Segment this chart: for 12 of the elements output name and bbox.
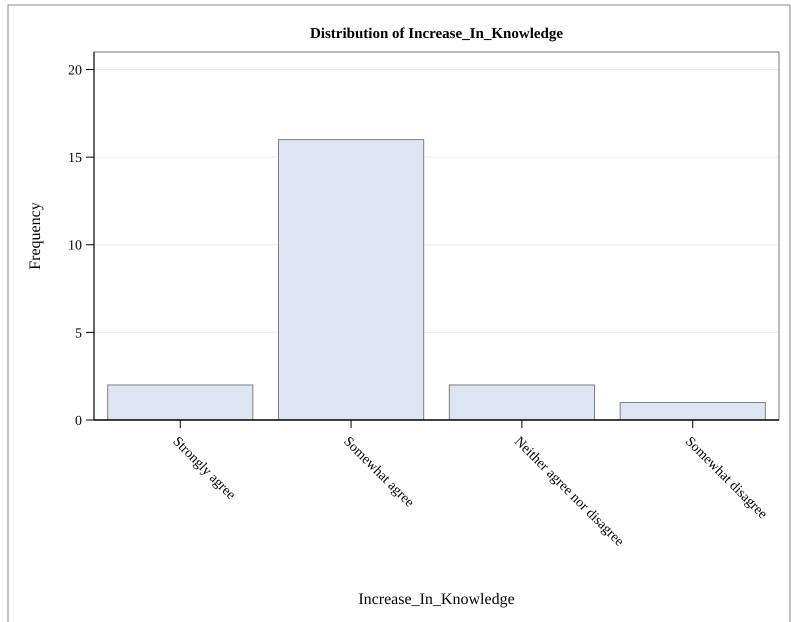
y-tick-label: 20 bbox=[68, 63, 82, 78]
bar bbox=[278, 139, 424, 420]
y-tick-label: 5 bbox=[75, 326, 82, 342]
y-tick-label: 0 bbox=[75, 414, 82, 429]
y-tick-label: 15 bbox=[68, 151, 82, 166]
bar bbox=[620, 402, 766, 420]
bar bbox=[448, 384, 596, 420]
y-axis-title: Frequency bbox=[27, 202, 44, 270]
y-tick-label: 10 bbox=[68, 238, 82, 254]
chart-title: Distribution of Increase_In_Knowledge bbox=[310, 26, 564, 42]
x-axis-title: Increase_In_Knowledge bbox=[358, 591, 515, 608]
bar bbox=[107, 384, 254, 420]
